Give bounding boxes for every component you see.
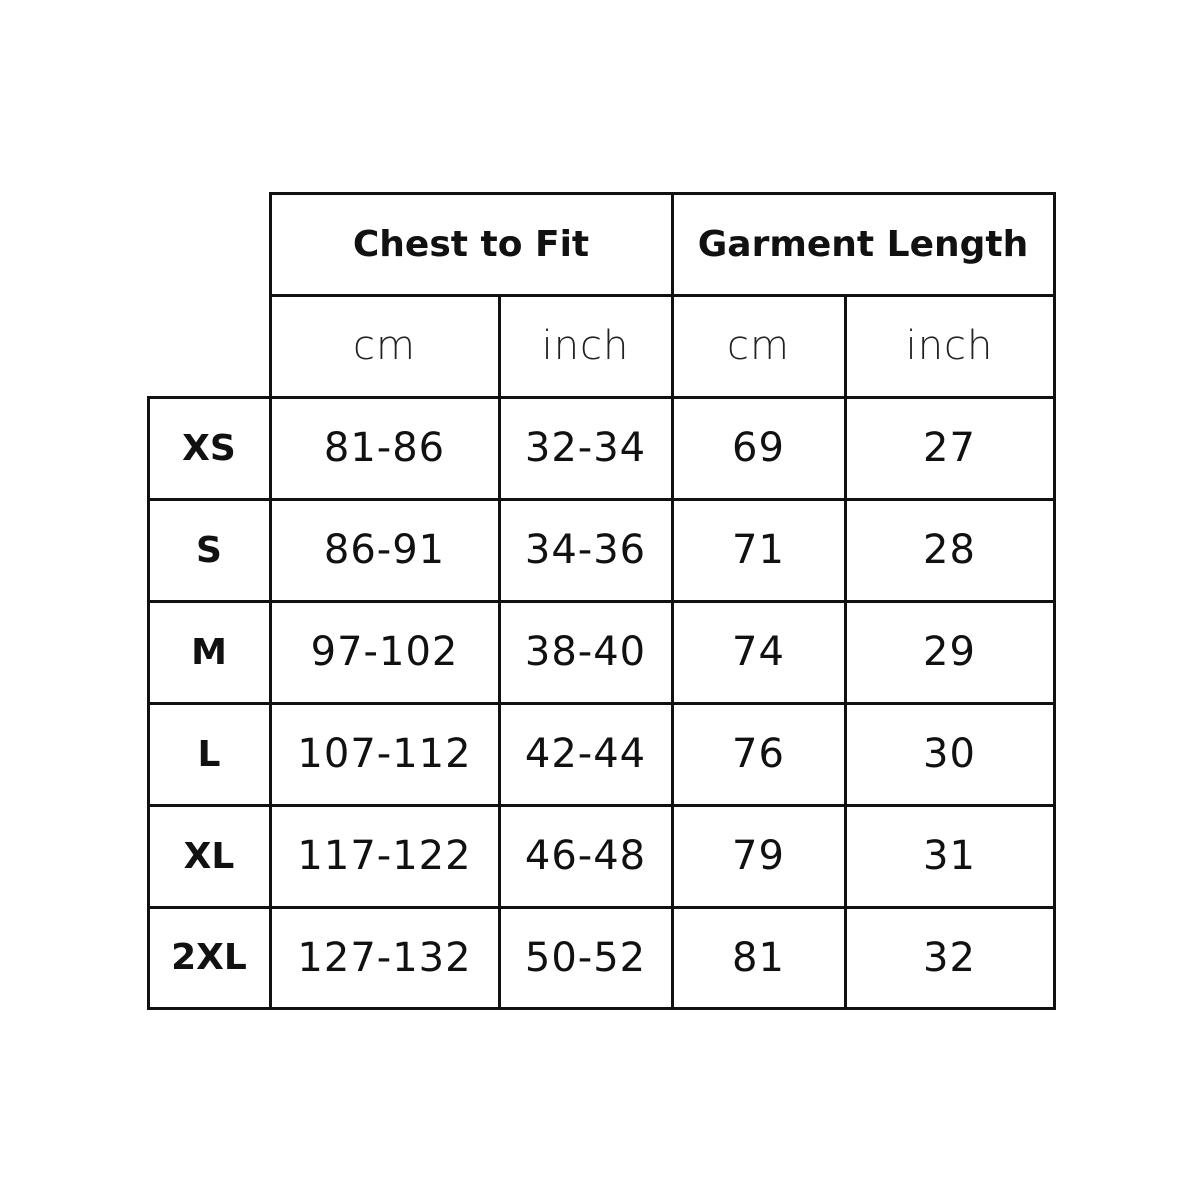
header-garment-length: Garment Length bbox=[670, 191, 1056, 297]
table-cell: 28 bbox=[843, 497, 1056, 603]
size-label: L bbox=[146, 701, 272, 807]
table-cell: 117-122 bbox=[268, 803, 501, 909]
size-label: S bbox=[146, 497, 272, 603]
size-label: XS bbox=[146, 395, 272, 501]
size-label: 2XL bbox=[146, 905, 272, 1010]
table-cell: 27 bbox=[843, 395, 1056, 501]
table-cell: 76 bbox=[670, 701, 847, 807]
table-cell: 32 bbox=[843, 905, 1056, 1010]
table-cell: 79 bbox=[670, 803, 847, 909]
size-label: XL bbox=[146, 803, 272, 909]
unit-header: inch bbox=[497, 293, 674, 399]
table-cell: 107-112 bbox=[268, 701, 501, 807]
table-cell: 32-34 bbox=[497, 395, 674, 501]
table-cell: 97-102 bbox=[268, 599, 501, 705]
table-cell: 46-48 bbox=[497, 803, 674, 909]
unit-header: inch bbox=[843, 293, 1056, 399]
table-cell: 42-44 bbox=[497, 701, 674, 807]
table-cell: 31 bbox=[843, 803, 1056, 909]
table-cell: 81 bbox=[670, 905, 847, 1010]
table-cell: 74 bbox=[670, 599, 847, 705]
table-cell: 38-40 bbox=[497, 599, 674, 705]
table-cell: 71 bbox=[670, 497, 847, 603]
table-cell: 69 bbox=[670, 395, 847, 501]
table-cell: 81-86 bbox=[268, 395, 501, 501]
table-cell: 127-132 bbox=[268, 905, 501, 1010]
table-cell: 29 bbox=[843, 599, 1056, 705]
unit-header: cm bbox=[268, 293, 501, 399]
table-cell: 50-52 bbox=[497, 905, 674, 1010]
table-cell: 34-36 bbox=[497, 497, 674, 603]
unit-header: cm bbox=[670, 293, 847, 399]
header-chest-to-fit: Chest to Fit bbox=[268, 191, 674, 297]
table-cell: 30 bbox=[843, 701, 1056, 807]
table-cell: 86-91 bbox=[268, 497, 501, 603]
size-label: M bbox=[146, 599, 272, 705]
